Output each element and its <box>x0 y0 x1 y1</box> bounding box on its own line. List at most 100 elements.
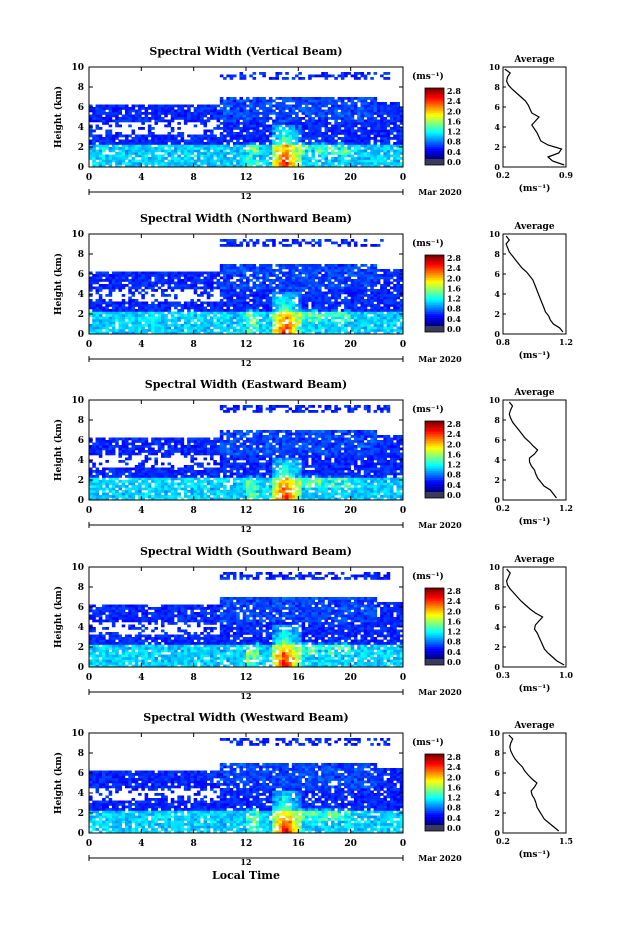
heatmap-cell <box>386 164 391 168</box>
heatmap-cell <box>239 72 244 75</box>
heatmap-cell <box>213 309 217 312</box>
heatmap-cell <box>249 139 253 143</box>
heatmap-cell <box>291 134 296 138</box>
heatmap-cell <box>314 122 319 125</box>
heatmap-cell <box>317 117 322 120</box>
heatmap-cell <box>324 134 329 138</box>
heatmap-cell <box>360 159 365 163</box>
heatmap-cell <box>206 276 211 280</box>
heatmap-cell <box>331 331 335 335</box>
heatmap-cell <box>105 495 109 498</box>
heatmap-cell <box>134 492 139 496</box>
heatmap-cell <box>115 122 119 125</box>
heatmap-cell <box>134 114 139 118</box>
heatmap-cell <box>121 144 126 148</box>
heatmap-cell <box>321 306 325 310</box>
heatmap-cell <box>229 309 234 312</box>
heatmap-cell <box>144 117 149 120</box>
heatmap-cell <box>164 137 168 140</box>
heatmap-cell <box>311 99 315 103</box>
heatmap-cell <box>95 470 100 473</box>
heatmap-cell <box>262 104 266 108</box>
heatmap-cell <box>324 301 329 305</box>
colorbar-step <box>425 95 444 98</box>
heatmap-cell <box>285 279 289 282</box>
heatmap-cell <box>317 112 322 115</box>
average-x-tick-label: 0.8 <box>496 337 510 347</box>
heatmap-cell <box>164 319 168 322</box>
heatmap-cell <box>324 329 329 332</box>
heatmap-cell <box>200 319 204 322</box>
heatmap-cell <box>246 289 250 292</box>
heatmap-cell <box>154 154 158 158</box>
heatmap-cell <box>314 142 319 145</box>
heatmap-cell <box>160 316 165 320</box>
heatmap-cell <box>138 114 142 118</box>
heatmap-cell <box>396 284 401 287</box>
heatmap-cell <box>108 114 113 118</box>
heatmap-cell <box>141 271 145 275</box>
heatmap-cell <box>223 311 227 315</box>
heatmap-cell <box>89 276 93 280</box>
heatmap-cell <box>200 159 204 163</box>
heatmap-cell <box>124 152 129 155</box>
colorbar-step <box>425 317 444 320</box>
heatmap-cell <box>367 97 371 100</box>
heatmap-cell <box>151 465 155 468</box>
heatmap-cell <box>219 99 224 103</box>
heatmap-cell <box>265 149 270 153</box>
heatmap-cell <box>170 162 175 165</box>
heatmap-cell <box>350 324 355 327</box>
heatmap-cell <box>147 149 152 153</box>
heatmap-cell <box>347 142 351 145</box>
heatmap-cell <box>128 316 132 320</box>
heatmap-cell <box>370 316 374 320</box>
heatmap-cell <box>105 294 109 297</box>
heatmap-cell <box>334 289 338 292</box>
heatmap-cell <box>89 104 93 108</box>
heatmap-cell <box>301 296 306 300</box>
heatmap-cell <box>380 122 384 125</box>
heatmap-cell <box>311 134 315 138</box>
heatmap-cell <box>259 321 263 325</box>
heatmap-cell <box>147 104 152 108</box>
heatmap-cell <box>108 311 113 315</box>
heatmap-cell <box>285 162 289 165</box>
heatmap-cell <box>386 134 391 138</box>
heatmap-cell <box>154 137 158 140</box>
heatmap-cell <box>151 477 155 481</box>
heatmap-cell <box>278 134 283 138</box>
heatmap-cell <box>223 276 227 280</box>
heatmap-cell <box>108 289 113 292</box>
heatmap-cell <box>386 154 391 158</box>
heatmap-cell <box>331 134 335 138</box>
heatmap-cell <box>291 157 296 160</box>
heatmap-cell <box>219 319 224 322</box>
heatmap-cell <box>124 119 129 123</box>
heatmap-cell <box>321 304 325 307</box>
heatmap-cell <box>262 294 266 297</box>
heatmap-cell <box>138 142 142 145</box>
heatmap-cell <box>210 321 214 325</box>
heatmap-cell <box>327 137 332 140</box>
heatmap-cell <box>288 284 293 287</box>
heatmap-cell <box>363 286 368 290</box>
heatmap-cell <box>363 109 368 113</box>
heatmap-cell <box>160 294 165 297</box>
heatmap-cell <box>311 264 315 267</box>
heatmap-cell <box>353 296 358 300</box>
heatmap-cell <box>95 326 100 330</box>
heatmap-cell <box>321 294 325 297</box>
heatmap-cell <box>370 112 374 115</box>
heatmap-cell <box>259 72 263 75</box>
heatmap-cell <box>275 74 280 78</box>
heatmap-cell <box>151 331 155 335</box>
heatmap-cell <box>399 309 404 312</box>
heatmap-cell <box>102 107 106 110</box>
heatmap-cell <box>141 331 145 335</box>
heatmap-cell <box>304 264 309 267</box>
heatmap-cell <box>321 284 325 287</box>
heatmap-cell <box>232 284 237 287</box>
heatmap-cell <box>98 321 103 325</box>
heatmap-cell <box>89 482 93 486</box>
